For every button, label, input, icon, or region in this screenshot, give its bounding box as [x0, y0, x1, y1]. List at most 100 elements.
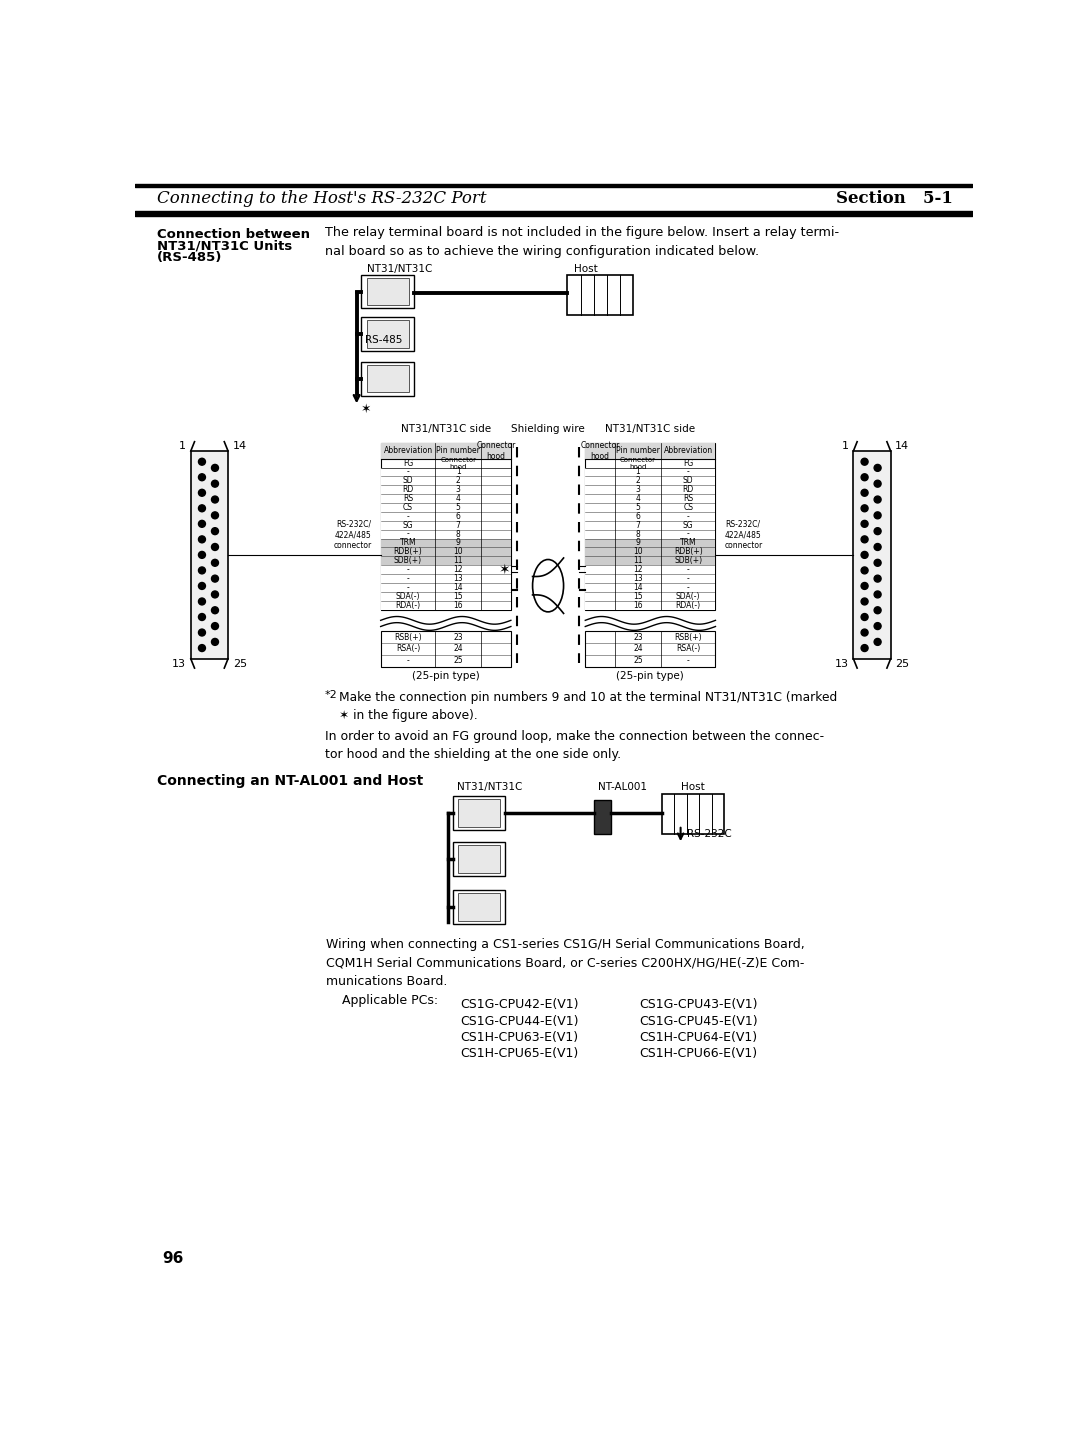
- Bar: [362, 317, 414, 350]
- Bar: [662, 795, 724, 834]
- Bar: [594, 799, 611, 834]
- Text: ✶: ✶: [362, 403, 372, 416]
- Text: 6: 6: [635, 512, 640, 521]
- Text: Section   5-1: Section 5-1: [836, 189, 953, 207]
- Bar: [585, 443, 715, 459]
- Text: 24: 24: [633, 644, 643, 653]
- Text: RSB(+): RSB(+): [394, 633, 422, 641]
- Text: -: -: [687, 565, 689, 574]
- Text: 25: 25: [454, 656, 463, 666]
- Text: Connector
hood: Connector hood: [620, 456, 656, 469]
- Text: RSA(-): RSA(-): [396, 644, 420, 653]
- Text: Connector
hood: Connector hood: [581, 441, 620, 461]
- Circle shape: [199, 474, 205, 481]
- Text: (25-pin type): (25-pin type): [617, 672, 685, 682]
- Text: CS1G-CPU42-E(V1): CS1G-CPU42-E(V1): [460, 999, 579, 1012]
- Circle shape: [861, 629, 868, 636]
- Text: 9: 9: [456, 538, 460, 548]
- Bar: [380, 565, 511, 574]
- Text: RS-485: RS-485: [365, 334, 403, 344]
- Text: RS: RS: [683, 494, 693, 504]
- Text: FG: FG: [403, 459, 414, 468]
- Bar: [380, 494, 511, 504]
- Text: CS: CS: [403, 502, 413, 512]
- Circle shape: [874, 544, 881, 551]
- Bar: [585, 521, 715, 530]
- Text: 10: 10: [633, 547, 643, 557]
- Bar: [380, 476, 511, 485]
- Text: -: -: [407, 468, 409, 476]
- Bar: [191, 451, 228, 659]
- Bar: [380, 557, 511, 565]
- Text: 13: 13: [835, 659, 849, 669]
- Text: -: -: [407, 565, 409, 574]
- Text: Connector
hood: Connector hood: [476, 441, 515, 461]
- Text: 10: 10: [454, 547, 463, 557]
- Text: FG: FG: [683, 459, 693, 468]
- Bar: [585, 476, 715, 485]
- Bar: [453, 842, 505, 875]
- Text: SD: SD: [683, 476, 693, 485]
- Text: RSA(-): RSA(-): [676, 644, 700, 653]
- Circle shape: [212, 639, 218, 646]
- Circle shape: [874, 623, 881, 630]
- Text: 2: 2: [636, 476, 640, 485]
- Circle shape: [199, 505, 205, 512]
- Text: CS1H-CPU64-E(V1): CS1H-CPU64-E(V1): [638, 1030, 757, 1043]
- Circle shape: [212, 560, 218, 567]
- Text: 15: 15: [454, 591, 463, 601]
- Text: RDA(-): RDA(-): [395, 601, 420, 610]
- Text: CS1H-CPU65-E(V1): CS1H-CPU65-E(V1): [460, 1048, 579, 1060]
- Bar: [458, 893, 500, 921]
- Text: 13: 13: [172, 659, 186, 669]
- Text: 24: 24: [454, 644, 463, 653]
- Circle shape: [199, 583, 205, 590]
- Circle shape: [212, 481, 218, 486]
- Text: 8: 8: [456, 530, 460, 538]
- Text: TRM: TRM: [679, 538, 697, 548]
- Text: -: -: [687, 574, 689, 583]
- Bar: [380, 538, 511, 547]
- Text: CS1G-CPU44-E(V1): CS1G-CPU44-E(V1): [460, 1015, 579, 1027]
- Circle shape: [861, 614, 868, 620]
- Text: -: -: [407, 530, 409, 538]
- Circle shape: [199, 629, 205, 636]
- Text: Host: Host: [681, 782, 705, 792]
- Text: 96: 96: [162, 1250, 184, 1266]
- Bar: [380, 530, 511, 538]
- Text: RSB(+): RSB(+): [674, 633, 702, 641]
- Text: -: -: [407, 574, 409, 583]
- Bar: [380, 601, 511, 610]
- Text: In order to avoid an FG ground loop, make the connection between the connec-
tor: In order to avoid an FG ground loop, mak…: [325, 729, 824, 761]
- Circle shape: [861, 489, 868, 497]
- Text: RD: RD: [683, 485, 693, 494]
- Text: 14: 14: [633, 583, 643, 591]
- Bar: [380, 512, 511, 521]
- Text: RS-232C/
422A/485
connector: RS-232C/ 422A/485 connector: [725, 519, 764, 550]
- Circle shape: [212, 512, 218, 519]
- Bar: [380, 485, 511, 494]
- Text: Wiring when connecting a CS1-series CS1G/H Serial Communications Board,
CQM1H Se: Wiring when connecting a CS1-series CS1G…: [326, 938, 806, 1007]
- Text: 12: 12: [633, 565, 643, 574]
- Text: 14: 14: [895, 441, 909, 451]
- Text: -: -: [687, 583, 689, 591]
- Text: 3: 3: [456, 485, 460, 494]
- Circle shape: [199, 489, 205, 497]
- Text: 25: 25: [232, 659, 246, 669]
- Bar: [585, 468, 715, 476]
- Circle shape: [199, 614, 205, 620]
- Bar: [367, 278, 408, 306]
- Text: 13: 13: [454, 574, 463, 583]
- Circle shape: [199, 535, 205, 542]
- Circle shape: [874, 607, 881, 614]
- Circle shape: [861, 567, 868, 574]
- Text: 5: 5: [635, 502, 640, 512]
- Bar: [585, 494, 715, 504]
- Circle shape: [874, 591, 881, 598]
- Circle shape: [212, 497, 218, 504]
- Text: -: -: [407, 512, 409, 521]
- Bar: [380, 521, 511, 530]
- Text: 4: 4: [635, 494, 640, 504]
- Text: CS1G-CPU45-E(V1): CS1G-CPU45-E(V1): [638, 1015, 757, 1027]
- Bar: [367, 320, 408, 347]
